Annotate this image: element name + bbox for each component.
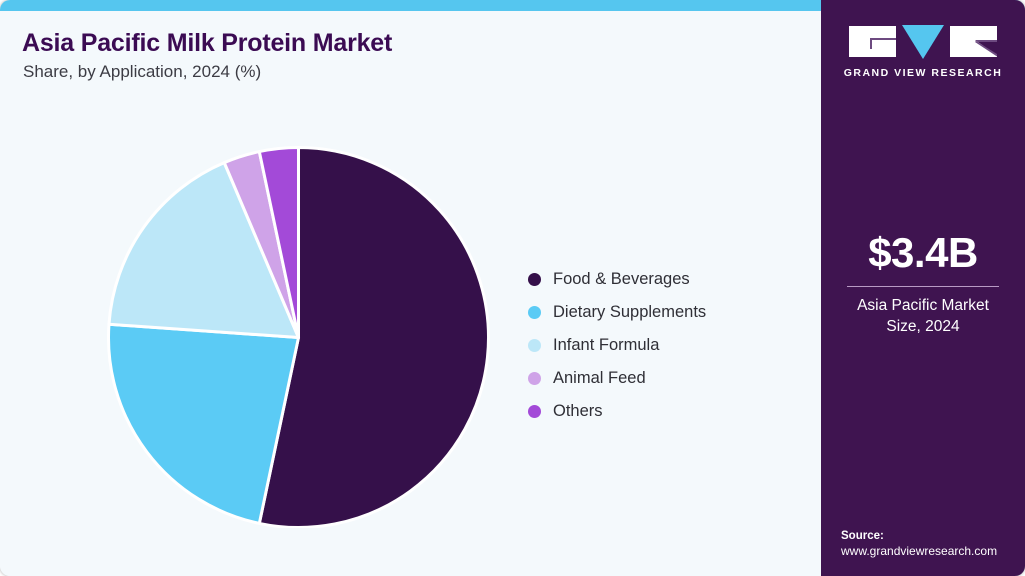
legend-swatch-icon	[528, 339, 541, 352]
source-label: Source:	[841, 530, 884, 542]
brand-sidebar: GRAND VIEW RESEARCH $3.4B Asia Pacific M…	[821, 0, 1025, 576]
pie-slice	[107, 322, 300, 525]
stat-caption-line-1: Asia Pacific Market	[857, 297, 989, 314]
legend-swatch-icon	[528, 405, 541, 418]
stat-value: $3.4B	[868, 229, 978, 276]
source-url[interactable]: www.grandviewresearch.com	[841, 544, 998, 558]
logo-marks	[849, 25, 997, 59]
legend-item[interactable]: Food & Beverages	[528, 263, 788, 296]
pie-chart	[107, 145, 490, 528]
logo-letter-v-icon	[902, 25, 944, 59]
logo-wordmark: GRAND VIEW RESEARCH	[843, 67, 1003, 79]
legend-item-label: Food & Beverages	[553, 270, 690, 288]
legend-item-label: Animal Feed	[553, 369, 646, 387]
chart-legend: Food & Beverages Dietary Supplements Infan…	[528, 263, 788, 428]
legend-item[interactable]: Dietary Supplements	[528, 296, 788, 329]
legend-item-label: Dietary Supplements	[553, 303, 707, 321]
pie-chart-svg	[107, 146, 490, 528]
stat-caption: Asia Pacific Market Size, 2024	[821, 296, 1025, 338]
logo-letter-r-icon	[950, 26, 997, 57]
legend-item-label: Others	[553, 402, 603, 420]
legend-swatch-icon	[528, 273, 541, 286]
pie-slice	[257, 146, 300, 339]
pie-slice	[107, 161, 300, 339]
page-subtitle: Share, by Application, 2024 (%)	[23, 62, 262, 81]
legend-swatch-icon	[528, 306, 541, 319]
pie-slice-group	[107, 146, 490, 528]
page-title: Asia Pacific Milk Protein Market	[22, 29, 393, 57]
stat-divider	[847, 286, 999, 287]
stat-caption-line-2: Size, 2024	[886, 317, 960, 335]
legend-item-label: Infant Formula	[553, 336, 660, 354]
brand-logo: GRAND VIEW RESEARCH	[821, 24, 1025, 79]
legend-item[interactable]: Others	[528, 395, 788, 428]
source-footer: Source: www.grandviewresearch.com	[841, 530, 1025, 558]
legend-item[interactable]: Infant Formula	[528, 329, 788, 362]
chart-panel: Asia Pacific Milk Protein Market Share, …	[0, 11, 821, 576]
market-size-stat: $3.4B Asia Pacific Market Size, 2024	[821, 232, 1025, 338]
legend-swatch-icon	[528, 372, 541, 385]
pie-slice	[257, 146, 490, 528]
logo-letter-g-icon	[849, 26, 896, 57]
top-accent-bar	[0, 0, 1025, 11]
legend-item[interactable]: Animal Feed	[528, 362, 788, 395]
